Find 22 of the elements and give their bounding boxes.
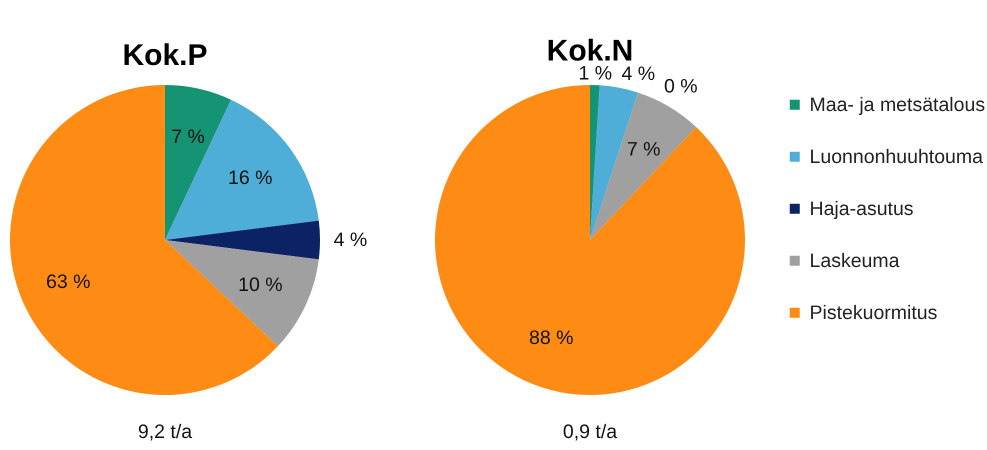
legend-label: Maa- ja metsätalous: [810, 94, 986, 116]
pie-slice: [590, 85, 638, 240]
pie-slice: [165, 220, 320, 260]
text: 0 %: [664, 75, 698, 98]
data-label: 4 %: [334, 229, 368, 251]
data-label: 10 %: [238, 274, 283, 296]
pie-slice: [165, 100, 319, 240]
legend-label: Pistekuormitus: [810, 302, 938, 324]
text: 0,9 t/a: [562, 421, 618, 443]
pie-slice: [590, 92, 696, 240]
legend-label: Haja-asutus: [810, 198, 914, 220]
data-label: 63 %: [46, 270, 90, 293]
data-label: 7 %: [171, 126, 205, 148]
chart-title: Kok.P: [122, 39, 208, 72]
legend-label: Laskeuma: [810, 250, 900, 272]
data-label: 88 %: [528, 327, 574, 349]
pie-slice: [165, 240, 319, 346]
pie-slice: [165, 85, 231, 240]
text: 9,2 t/a: [138, 421, 192, 443]
data-label: 16 %: [228, 167, 272, 190]
data-label: 7 %: [626, 138, 660, 160]
legend-label: Luonnonhuuhtouma: [810, 146, 984, 168]
